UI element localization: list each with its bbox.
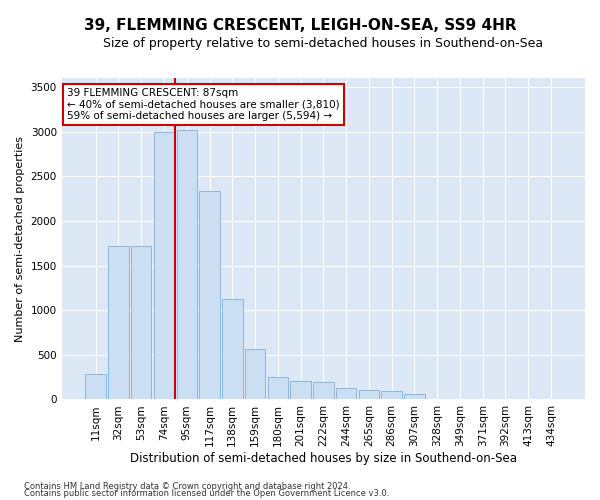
Bar (108, 246, 129, 400)
X-axis label: Distribution of semi-detached houses by size in Southend-on-Sea: Distribution of semi-detached houses by … (130, 452, 517, 465)
Text: Contains HM Land Registry data © Crown copyright and database right 2024.: Contains HM Land Registry data © Crown c… (24, 482, 350, 491)
Text: Contains public sector information licensed under the Open Government Licence v3: Contains public sector information licen… (24, 489, 389, 498)
Bar (199, 192, 220, 400)
Bar (359, 390, 379, 400)
Bar (154, 132, 174, 400)
Bar (222, 300, 242, 400)
Bar (176, 130, 197, 400)
Text: 39 FLEMMING CRESCENT: 87sqm
← 40% of semi-detached houses are smaller (3,810)
59: 39 FLEMMING CRESCENT: 87sqm ← 40% of sem… (67, 88, 340, 121)
Bar (85, 374, 106, 400)
Bar (245, 350, 265, 400)
Bar (336, 388, 356, 400)
Title: Size of property relative to semi-detached houses in Southend-on-Sea: Size of property relative to semi-detach… (103, 38, 544, 51)
Bar (290, 380, 311, 400)
Bar (404, 394, 425, 400)
Y-axis label: Number of semi-detached properties: Number of semi-detached properties (15, 136, 25, 342)
Text: 39, FLEMMING CRESCENT, LEIGH-ON-SEA, SS9 4HR: 39, FLEMMING CRESCENT, LEIGH-ON-SEA, SS9… (83, 18, 517, 32)
Bar (313, 382, 334, 400)
Bar (268, 377, 288, 400)
Bar (382, 390, 402, 400)
Bar (131, 246, 151, 400)
